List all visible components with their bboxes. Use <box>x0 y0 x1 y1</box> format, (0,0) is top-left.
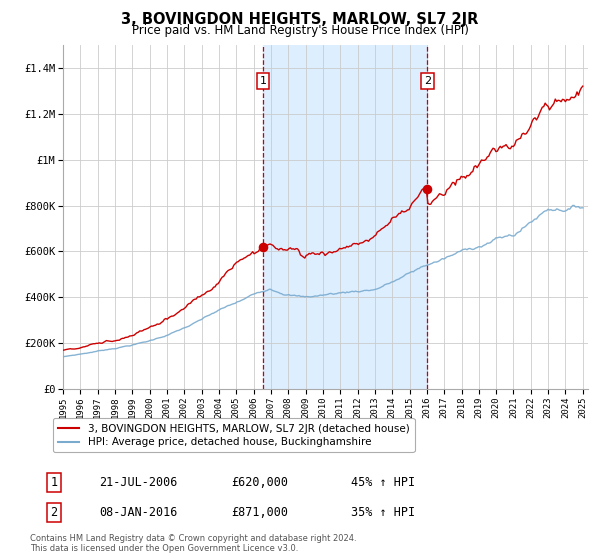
Point <box>422 185 432 194</box>
Text: Price paid vs. HM Land Registry's House Price Index (HPI): Price paid vs. HM Land Registry's House … <box>131 24 469 36</box>
Text: £620,000: £620,000 <box>231 476 288 489</box>
Text: 2: 2 <box>50 506 58 519</box>
Text: 35% ↑ HPI: 35% ↑ HPI <box>351 506 415 519</box>
Text: 45% ↑ HPI: 45% ↑ HPI <box>351 476 415 489</box>
Text: This data is licensed under the Open Government Licence v3.0.: This data is licensed under the Open Gov… <box>30 544 298 553</box>
Text: 1: 1 <box>260 76 266 86</box>
Text: £871,000: £871,000 <box>231 506 288 519</box>
Legend: 3, BOVINGDON HEIGHTS, MARLOW, SL7 2JR (detached house), HPI: Average price, deta: 3, BOVINGDON HEIGHTS, MARLOW, SL7 2JR (d… <box>53 418 415 452</box>
Bar <box>263 45 427 389</box>
Text: 3, BOVINGDON HEIGHTS, MARLOW, SL7 2JR: 3, BOVINGDON HEIGHTS, MARLOW, SL7 2JR <box>121 12 479 27</box>
Text: 21-JUL-2006: 21-JUL-2006 <box>99 476 178 489</box>
Text: 2: 2 <box>424 76 431 86</box>
Text: 1: 1 <box>50 476 58 489</box>
Text: Contains HM Land Registry data © Crown copyright and database right 2024.: Contains HM Land Registry data © Crown c… <box>30 534 356 543</box>
Text: 08-JAN-2016: 08-JAN-2016 <box>99 506 178 519</box>
Point <box>259 242 268 251</box>
